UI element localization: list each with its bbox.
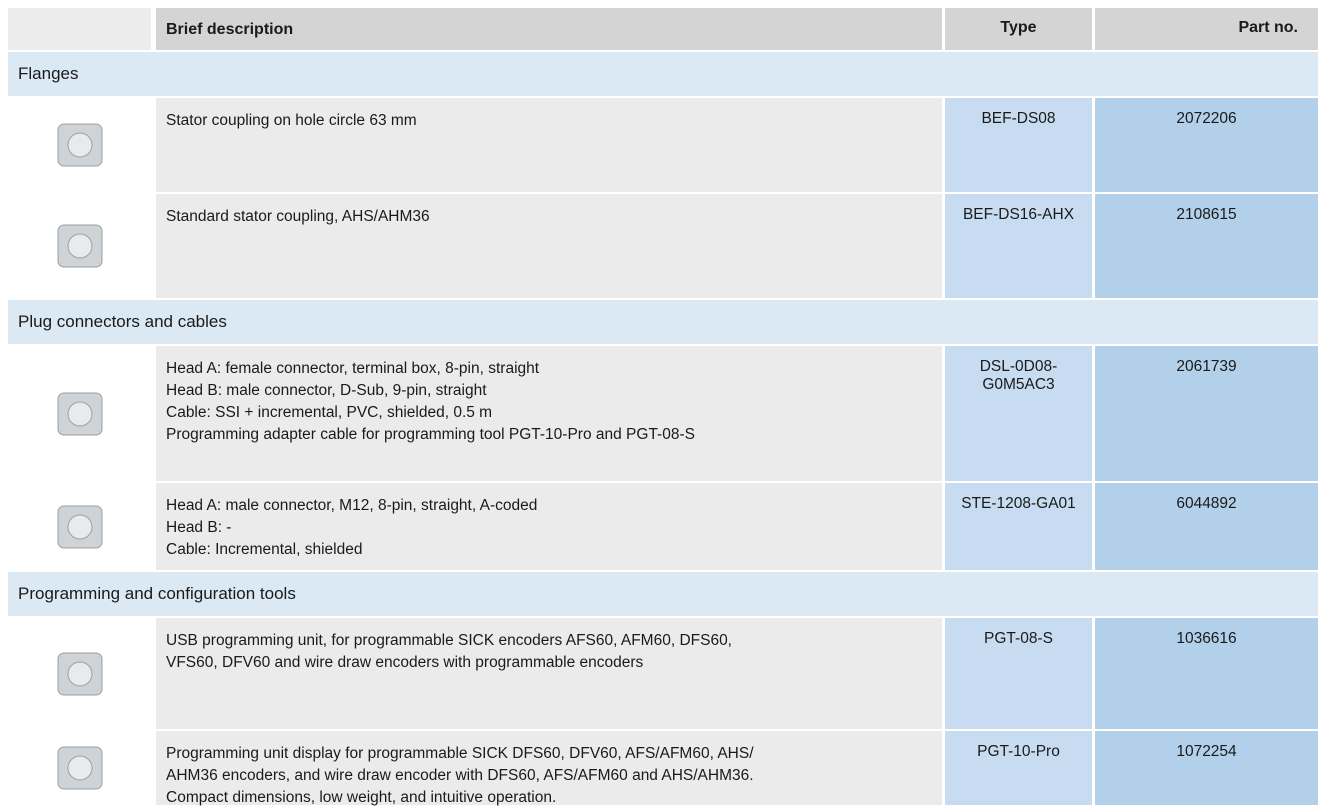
part-no-cell: 6044892 (1095, 483, 1318, 570)
product-image (57, 123, 102, 167)
description-line: VFS60, DFV60 and wire draw encoders with… (166, 654, 644, 671)
header-row: Brief description Type Part no. (8, 8, 1318, 50)
type-cell: BEF-DS08 (945, 98, 1092, 192)
description-cell: Standard stator coupling, AHS/AHM36 (156, 194, 942, 298)
accessory-table: Brief description Type Part no. Flanges S… (8, 8, 1318, 807)
description-line: Head B: - (166, 519, 232, 536)
description-line: Programming adapter cable for programmin… (166, 426, 695, 443)
product-row: USB programming unit, for programmable S… (8, 618, 1318, 729)
type-cell: STE-1208-GA01 (945, 483, 1092, 570)
description-line: USB programming unit, for programmable S… (166, 632, 732, 649)
header-blank (8, 8, 151, 50)
description-line: Programming unit display for programmabl… (166, 745, 754, 762)
description-line: Cable: Incremental, shielded (166, 541, 363, 558)
product-row: Programming unit display for programmabl… (8, 731, 1318, 806)
section-title: Flanges (8, 52, 1318, 96)
part-no-cell: 2108615 (1095, 194, 1318, 298)
type-cell: PGT-08-S (945, 618, 1092, 729)
description-line: Stator coupling on hole circle 63 mm (166, 112, 417, 129)
description-line: Head A: male connector, M12, 8-pin, stra… (166, 497, 538, 514)
description-line: Head B: male connector, D-Sub, 9-pin, st… (166, 382, 487, 399)
image-cell (8, 98, 151, 192)
description-cell: USB programming unit, for programmable S… (156, 618, 942, 729)
description-line: AHM36 encoders, and wire draw encoder wi… (166, 767, 754, 784)
product-row: Head A: female connector, terminal box, … (8, 346, 1318, 481)
description-cell: Programming unit display for programmabl… (156, 731, 942, 806)
type-cell: BEF-DS16-AHX (945, 194, 1092, 298)
product-row: Stator coupling on hole circle 63 mm BEF-… (8, 98, 1318, 192)
part-no-cell: 2072206 (1095, 98, 1318, 192)
description-line: Compact dimensions, low weight, and intu… (166, 789, 557, 806)
description-cell: Head A: female connector, terminal box, … (156, 346, 942, 481)
product-image (57, 746, 102, 790)
image-cell (8, 483, 151, 570)
product-image (57, 392, 102, 435)
type-cell: PGT-10-Pro (945, 731, 1092, 805)
product-image (57, 505, 102, 548)
type-cell: DSL-0D08-G0M5AC3 (945, 346, 1092, 481)
description-cell: Stator coupling on hole circle 63 mm (156, 98, 942, 192)
part-no-cell: 2061739 (1095, 346, 1318, 481)
image-cell (8, 346, 151, 481)
description-line: Head A: female connector, terminal box, … (166, 360, 540, 377)
header-cell: Part no. (1095, 8, 1318, 50)
header-cell: Type (945, 8, 1092, 50)
header-cell: Brief description (156, 8, 942, 50)
part-no-cell: 1036616 (1095, 618, 1318, 729)
section-title: Plug connectors and cables (8, 300, 1318, 344)
image-cell (8, 731, 151, 805)
description-line: Cable: SSI + incremental, PVC, shielded,… (166, 404, 493, 421)
image-cell (8, 618, 151, 729)
part-no-cell: 1072254 (1095, 731, 1318, 805)
product-row: Head A: male connector, M12, 8-pin, stra… (8, 483, 1318, 570)
product-row: Standard stator coupling, AHS/AHM36 BEF-D… (8, 194, 1318, 298)
section-title: Programming and configuration tools (8, 572, 1318, 616)
product-image (57, 652, 102, 695)
description-line: Standard stator coupling, AHS/AHM36 (166, 208, 430, 225)
image-cell (8, 194, 151, 298)
description-cell: Head A: male connector, M12, 8-pin, stra… (156, 483, 942, 570)
product-image (57, 224, 102, 268)
